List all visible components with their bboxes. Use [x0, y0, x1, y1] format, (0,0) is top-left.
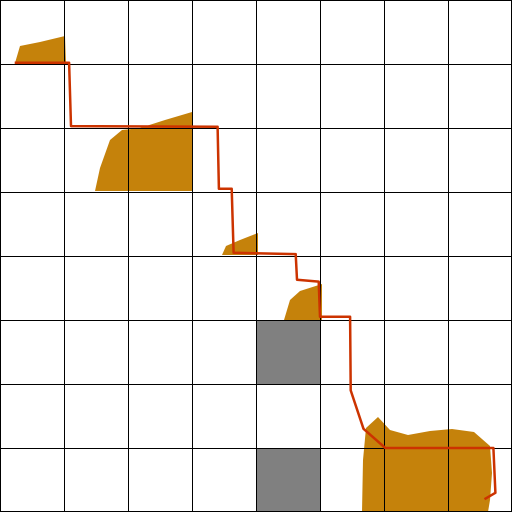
blocked-cell [256, 320, 320, 384]
blocked-cells-layer [256, 320, 320, 512]
terrain-patch [284, 284, 322, 320]
terrain-patch [222, 233, 258, 255]
terrain-patch [95, 112, 192, 191]
route-path [14, 61, 497, 501]
terrain-patch [15, 36, 66, 63]
blocked-cell [256, 448, 320, 512]
terrain-layer [15, 36, 492, 512]
terrain-patch [362, 417, 492, 512]
path-layer [14, 61, 497, 501]
